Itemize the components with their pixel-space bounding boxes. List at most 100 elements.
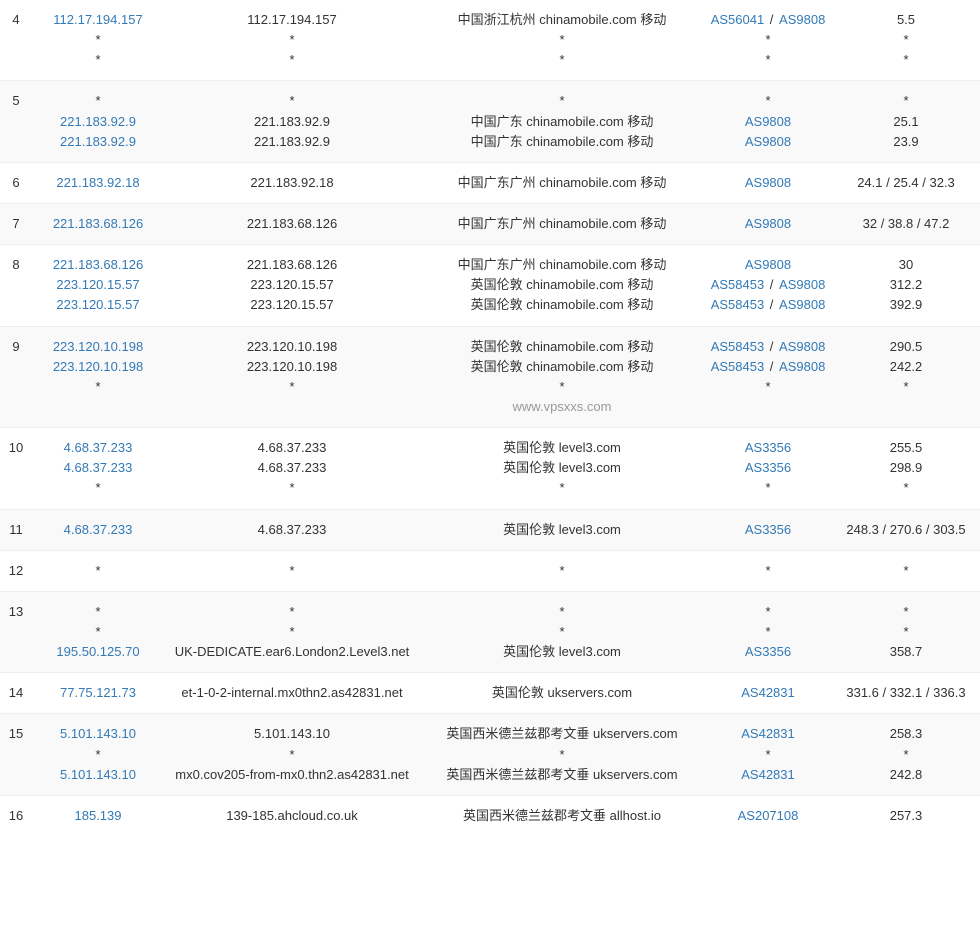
table-row: 7221.183.68.126221.183.68.126中国广东广州 chin…: [0, 203, 980, 244]
ip-cell: 4.68.37.233: [32, 509, 164, 550]
hop-number: 6: [0, 162, 32, 203]
rtt-cell-text: 358.7: [838, 642, 974, 662]
rtt-cell-text: *: [838, 91, 974, 111]
rtt-cell-text: 248.3 / 270.6 / 303.5: [838, 520, 974, 540]
host-cell-text: 221.183.92.9: [170, 112, 414, 132]
asn-link[interactable]: AS9808: [745, 257, 791, 272]
ip-cell: 223.120.10.198223.120.10.198*: [32, 326, 164, 428]
ip-cell-link[interactable]: 5.101.143.10: [38, 765, 158, 785]
ip-cell-link[interactable]: 4.68.37.233: [38, 438, 158, 458]
asn-separator: /: [764, 339, 779, 354]
asn-line: AS207108: [710, 806, 826, 826]
asn-line: AS58453 / AS9808: [710, 337, 826, 357]
traceroute-table: 4112.17.194.157**112.17.194.157**中国浙江杭州 …: [0, 0, 980, 836]
ip-cell-link[interactable]: 223.120.10.198: [38, 357, 158, 377]
rtt-cell-text: 5.5: [838, 10, 974, 30]
ip-cell-link[interactable]: 223.120.15.57: [38, 275, 158, 295]
host-cell: 221.183.68.126223.120.15.57223.120.15.57: [164, 245, 420, 326]
asn-link[interactable]: AS42831: [741, 767, 795, 782]
asn-link[interactable]: AS9808: [779, 12, 825, 27]
asn-line: AS42831: [710, 765, 826, 785]
hop-number: 10: [0, 428, 32, 509]
host-cell: 112.17.194.157**: [164, 0, 420, 81]
asn-link[interactable]: AS9808: [779, 297, 825, 312]
asn-link[interactable]: AS9808: [745, 114, 791, 129]
ip-cell: 221.183.68.126223.120.15.57223.120.15.57: [32, 245, 164, 326]
ip-cell-link[interactable]: 185.139: [38, 806, 158, 826]
asn-link[interactable]: AS9808: [779, 359, 825, 374]
ip-cell: 221.183.68.126: [32, 203, 164, 244]
ip-cell-link[interactable]: 221.183.68.126: [38, 255, 158, 275]
rtt-cell-text: *: [838, 602, 974, 622]
rtt-cell: 331.6 / 332.1 / 336.3: [832, 673, 980, 714]
rtt-cell: 258.3*242.8: [832, 714, 980, 795]
rtt-cell-text: *: [838, 478, 974, 498]
ip-cell-link[interactable]: 221.183.92.9: [38, 132, 158, 152]
asn-link[interactable]: AS3356: [745, 460, 791, 475]
asn-link[interactable]: AS56041: [711, 12, 765, 27]
table-row: 4112.17.194.157**112.17.194.157**中国浙江杭州 …: [0, 0, 980, 81]
ip-cell-link[interactable]: 223.120.15.57: [38, 295, 158, 315]
ip-cell-link[interactable]: 221.183.68.126: [38, 214, 158, 234]
asn-cell: AS207108: [704, 795, 832, 836]
host-cell: 221.183.68.126: [164, 203, 420, 244]
asn-line: AS58453 / AS9808: [710, 357, 826, 377]
ip-cell-link[interactable]: 77.75.121.73: [38, 683, 158, 703]
asn-link[interactable]: AS58453: [711, 297, 765, 312]
table-row: 12*****: [0, 550, 980, 591]
ip-cell-text: *: [38, 602, 158, 622]
table-row: 114.68.37.2334.68.37.233英国伦敦 level3.comA…: [0, 509, 980, 550]
host-cell: 4.68.37.2334.68.37.233*: [164, 428, 420, 509]
ip-cell-link[interactable]: 195.50.125.70: [38, 642, 158, 662]
ip-cell-link[interactable]: 4.68.37.233: [38, 520, 158, 540]
ip-cell-link[interactable]: 221.183.92.18: [38, 173, 158, 193]
location-cell-text: 英国伦敦 chinamobile.com 移动: [426, 295, 698, 315]
host-cell-text: 223.120.10.198: [170, 337, 414, 357]
hop-number: 16: [0, 795, 32, 836]
location-cell-text: 英国伦敦 level3.com: [426, 458, 698, 478]
asn-line: AS3356: [710, 520, 826, 540]
hop-number: 4: [0, 0, 32, 81]
asn-line: AS42831: [710, 724, 826, 744]
rtt-cell-text: 290.5: [838, 337, 974, 357]
asn-link[interactable]: AS3356: [745, 644, 791, 659]
host-cell-text: 221.183.68.126: [170, 214, 414, 234]
asn-link[interactable]: AS3356: [745, 440, 791, 455]
ip-cell-link[interactable]: 223.120.10.198: [38, 337, 158, 357]
asn-cell: AS3356: [704, 509, 832, 550]
asn-link[interactable]: AS42831: [741, 685, 795, 700]
ip-cell-link[interactable]: 112.17.194.157: [38, 10, 158, 30]
rtt-cell-text: *: [838, 377, 974, 397]
host-cell: 4.68.37.233: [164, 509, 420, 550]
asn-link[interactable]: AS9808: [779, 277, 825, 292]
host-cell-text: 221.183.92.9: [170, 132, 414, 152]
asn-link[interactable]: AS207108: [738, 808, 799, 823]
ip-cell-text: *: [38, 622, 158, 642]
asn-link[interactable]: AS9808: [779, 339, 825, 354]
asn-link[interactable]: AS9808: [745, 175, 791, 190]
asn-link[interactable]: AS9808: [745, 134, 791, 149]
asn-link[interactable]: AS58453: [711, 277, 765, 292]
asn-link[interactable]: AS3356: [745, 522, 791, 537]
host-cell-text: 221.183.68.126: [170, 255, 414, 275]
rtt-cell-text: 242.8: [838, 765, 974, 785]
host-cell-text: 221.183.92.18: [170, 173, 414, 193]
asn-link[interactable]: AS9808: [745, 216, 791, 231]
rtt-cell-text: *: [838, 30, 974, 50]
location-cell-text: 英国伦敦 ukservers.com: [426, 683, 698, 703]
asn-text: *: [765, 32, 770, 47]
ip-cell-link[interactable]: 221.183.92.9: [38, 112, 158, 132]
rtt-cell: 255.5298.9*: [832, 428, 980, 509]
asn-link[interactable]: AS42831: [741, 726, 795, 741]
ip-cell-text: *: [38, 50, 158, 70]
location-cell-text: www.vpsxxs.com: [426, 397, 698, 417]
asn-line: AS3356: [710, 438, 826, 458]
asn-link[interactable]: AS58453: [711, 359, 765, 374]
ip-cell-text: *: [38, 561, 158, 581]
asn-link[interactable]: AS58453: [711, 339, 765, 354]
location-cell-text: *: [426, 561, 698, 581]
rtt-cell: 30312.2392.9: [832, 245, 980, 326]
ip-cell-link[interactable]: 4.68.37.233: [38, 458, 158, 478]
host-cell-text: *: [170, 602, 414, 622]
ip-cell-link[interactable]: 5.101.143.10: [38, 724, 158, 744]
